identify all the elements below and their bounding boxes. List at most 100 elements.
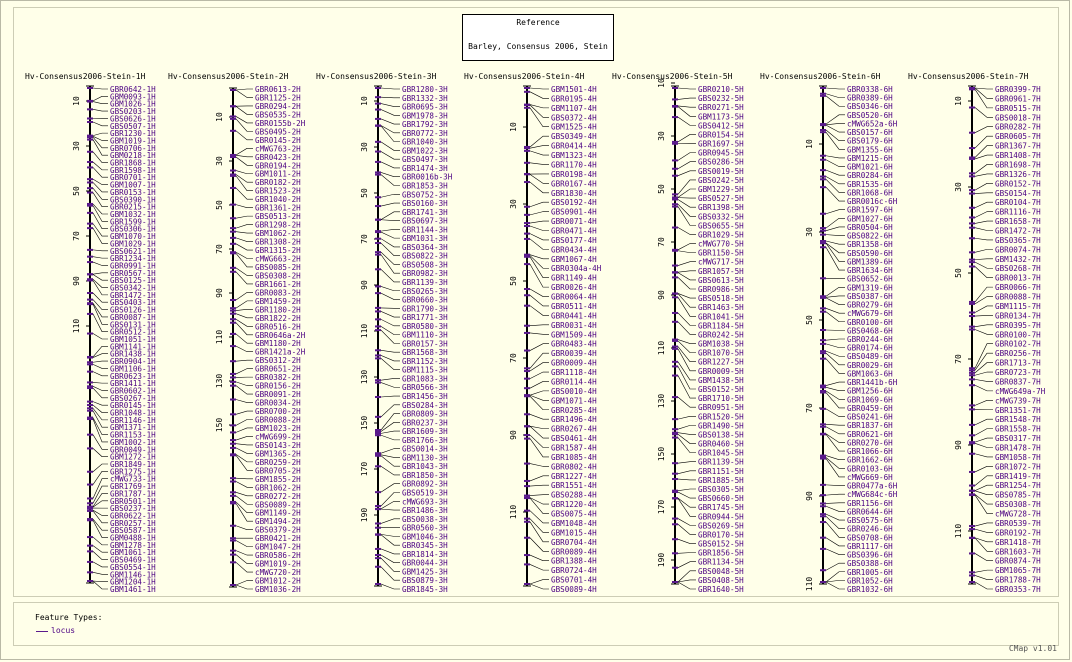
locus-label[interactable]: GBS0535-2H bbox=[255, 110, 301, 119]
locus-marker[interactable] bbox=[820, 457, 826, 460]
locus-label[interactable]: GBS0822-3H bbox=[402, 252, 448, 261]
locus-label[interactable]: GBR1472-7H bbox=[995, 227, 1041, 236]
locus-marker[interactable] bbox=[820, 494, 826, 497]
locus-marker[interactable] bbox=[820, 536, 826, 539]
locus-label[interactable]: GBR1456-3H bbox=[402, 392, 448, 401]
locus-label[interactable]: GBM1046-3H bbox=[402, 532, 448, 541]
locus-marker[interactable] bbox=[230, 318, 236, 321]
locus-label[interactable]: GBR1771-3H bbox=[402, 313, 448, 322]
locus-marker[interactable] bbox=[524, 181, 530, 184]
locus-marker[interactable] bbox=[524, 87, 530, 89]
locus-label[interactable]: GBM1438-5H bbox=[698, 376, 744, 385]
locus-marker[interactable] bbox=[230, 360, 236, 363]
locus-marker[interactable] bbox=[969, 172, 975, 175]
locus-label[interactable]: GBR0198-4H bbox=[551, 170, 597, 179]
locus-label[interactable]: GBM1355-6H bbox=[847, 145, 893, 154]
locus-label[interactable]: GBR0210-5H bbox=[698, 85, 744, 94]
locus-label[interactable]: GBR1139-5H bbox=[698, 458, 744, 467]
locus-marker[interactable] bbox=[87, 381, 93, 384]
locus-label[interactable]: GBR0174-6H bbox=[847, 344, 893, 353]
locus-label[interactable]: GBM1051-1H bbox=[110, 335, 156, 344]
locus-label[interactable]: GBR0194-2H bbox=[255, 161, 301, 170]
locus-marker[interactable] bbox=[230, 186, 236, 189]
locus-marker[interactable] bbox=[375, 102, 381, 105]
locus-label[interactable]: GBR0104-7H bbox=[995, 198, 1041, 207]
locus-label[interactable]: GBM1272-1H bbox=[110, 453, 156, 462]
locus-label[interactable]: GBR0459-6H bbox=[847, 404, 893, 413]
locus-marker[interactable] bbox=[524, 485, 530, 488]
locus-marker[interactable] bbox=[375, 533, 381, 536]
locus-marker[interactable] bbox=[87, 580, 93, 582]
locus-label[interactable]: GBS0518-5H bbox=[698, 294, 744, 303]
locus-marker[interactable] bbox=[230, 227, 236, 230]
locus-marker[interactable] bbox=[672, 276, 678, 279]
locus-marker[interactable] bbox=[524, 509, 530, 512]
locus-marker[interactable] bbox=[87, 298, 93, 301]
locus-marker[interactable] bbox=[87, 204, 93, 207]
locus-marker[interactable] bbox=[820, 175, 826, 178]
locus-marker[interactable] bbox=[524, 520, 530, 523]
locus-label[interactable]: GBS0138-5H bbox=[698, 430, 744, 439]
locus-label[interactable]: GBS0785-7H bbox=[995, 491, 1041, 500]
locus-marker[interactable] bbox=[672, 196, 678, 199]
locus-marker[interactable] bbox=[230, 494, 236, 497]
map-title-2H[interactable]: Hv-Consensus2006-Stein-2H bbox=[168, 72, 289, 81]
locus-label[interactable]: GBR0270-6H bbox=[847, 438, 893, 447]
locus-marker[interactable] bbox=[672, 462, 678, 465]
locus-marker[interactable] bbox=[672, 347, 678, 350]
locus-marker[interactable] bbox=[969, 404, 975, 407]
locus-label[interactable]: GBR1139-3H bbox=[402, 278, 448, 287]
locus-label[interactable]: GBR1478-7H bbox=[995, 443, 1041, 452]
locus-label[interactable]: GBS0157-6H bbox=[847, 128, 893, 137]
locus-marker[interactable] bbox=[820, 227, 826, 230]
locus-label[interactable]: GBR1710-5H bbox=[698, 394, 744, 403]
locus-marker[interactable] bbox=[87, 404, 93, 407]
locus-label[interactable]: GBR0566-3H bbox=[402, 383, 448, 392]
locus-label[interactable]: GBR0087-1H bbox=[110, 313, 156, 322]
locus-marker[interactable] bbox=[969, 367, 975, 370]
locus-marker[interactable] bbox=[672, 198, 678, 201]
locus-marker[interactable] bbox=[672, 339, 678, 342]
locus-marker[interactable] bbox=[524, 304, 530, 307]
locus-label[interactable]: GBR0338-6H bbox=[847, 85, 893, 94]
locus-marker[interactable] bbox=[87, 108, 93, 111]
locus-marker[interactable] bbox=[969, 157, 975, 160]
locus-label[interactable]: GBR1048-1H bbox=[110, 409, 156, 418]
locus-label[interactable]: GBR0100-7H bbox=[995, 330, 1041, 339]
locus-label[interactable]: GBR1520-5H bbox=[698, 412, 744, 421]
locus-marker[interactable] bbox=[969, 156, 975, 159]
locus-label[interactable]: GBR0013-7H bbox=[995, 274, 1041, 283]
locus-label[interactable]: GBR1856-5H bbox=[698, 549, 744, 558]
locus-label[interactable]: GBR1332-3H bbox=[402, 94, 448, 103]
locus-label[interactable]: GBR0961-7H bbox=[995, 94, 1041, 103]
locus-marker[interactable] bbox=[524, 255, 530, 258]
locus-marker[interactable] bbox=[87, 292, 93, 295]
locus-label[interactable]: GBR0539-7H bbox=[995, 519, 1041, 528]
locus-label[interactable]: GBS0089-2H bbox=[255, 500, 301, 509]
reference-box[interactable]: Reference Barley, Consensus 2006, Stein bbox=[462, 14, 614, 61]
locus-label[interactable]: GBR1438-1H bbox=[110, 350, 156, 359]
locus-marker[interactable] bbox=[969, 265, 975, 268]
locus-label[interactable]: GBR1351-7H bbox=[995, 406, 1041, 415]
locus-label[interactable]: GBR1587-4H bbox=[551, 443, 597, 452]
locus-label[interactable]: cMWG733-1H bbox=[110, 475, 156, 484]
locus-label[interactable]: GBR0704-4H bbox=[551, 538, 597, 547]
locus-marker[interactable] bbox=[87, 278, 93, 281]
locus-marker[interactable] bbox=[672, 271, 678, 274]
locus-marker[interactable] bbox=[820, 186, 826, 189]
locus-marker[interactable] bbox=[375, 452, 381, 455]
locus-marker[interactable] bbox=[672, 472, 678, 475]
locus-marker[interactable] bbox=[969, 147, 975, 150]
locus-label[interactable]: GBR1598-1H bbox=[110, 166, 156, 175]
locus-marker[interactable] bbox=[524, 462, 530, 465]
locus-label[interactable]: GBR0892-3H bbox=[402, 480, 448, 489]
locus-label[interactable]: GBR0613-2H bbox=[255, 85, 301, 94]
locus-label[interactable]: GBR1083-3H bbox=[402, 374, 448, 383]
locus-label[interactable]: GBR1474-3H bbox=[402, 164, 448, 173]
locus-label[interactable]: GBM1256-6H bbox=[847, 387, 893, 396]
locus-marker[interactable] bbox=[230, 89, 236, 91]
locus-marker[interactable] bbox=[969, 302, 975, 305]
locus-label[interactable]: GBR1849-1H bbox=[110, 460, 156, 469]
locus-label[interactable]: GBM1115-7H bbox=[995, 302, 1041, 311]
locus-marker[interactable] bbox=[820, 295, 826, 298]
